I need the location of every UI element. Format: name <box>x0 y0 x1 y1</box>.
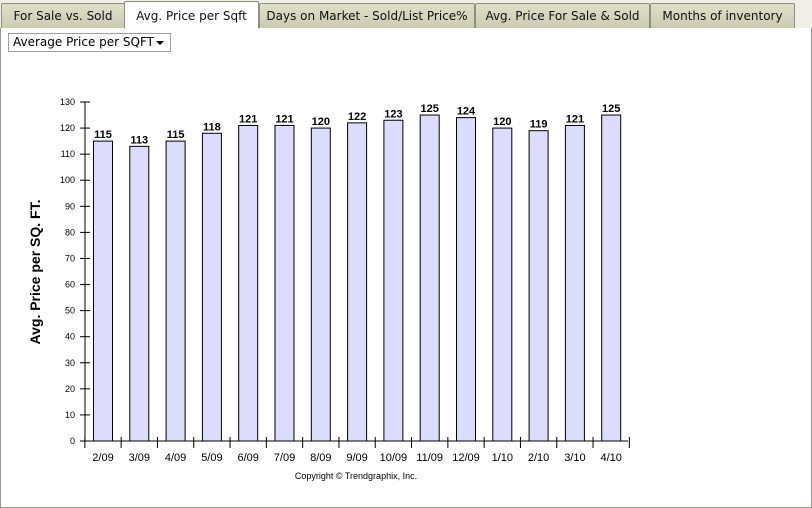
bar-7-09 <box>274 124 295 442</box>
data-label: 118 <box>203 121 221 133</box>
data-label: 113 <box>130 134 148 146</box>
data-label: 123 <box>384 108 402 120</box>
data-label: 121 <box>239 113 257 125</box>
x-tick-label: 4/09 <box>165 452 186 464</box>
y-tick-label: 70 <box>65 253 75 263</box>
y-tick-label: 120 <box>60 123 75 133</box>
x-tick-label: 8/09 <box>310 452 331 464</box>
y-tick-label: 130 <box>60 97 75 107</box>
chart-type-dropdown[interactable]: Average Price per SQFT <box>8 33 171 52</box>
data-label: 121 <box>566 113 584 125</box>
data-label: 122 <box>348 111 366 123</box>
bar-1-10 <box>492 127 513 442</box>
bar-8-09 <box>310 127 331 442</box>
y-tick-label: 90 <box>65 201 75 211</box>
data-label: 121 <box>275 113 293 125</box>
tab-bar: For Sale vs. Sold Avg. Price per Sqft Da… <box>0 0 812 29</box>
y-tick-label: 50 <box>65 306 75 316</box>
data-label: 124 <box>457 106 476 118</box>
bar-4-10 <box>601 114 622 442</box>
y-tick-label: 0 <box>70 436 75 446</box>
data-label: 119 <box>530 119 548 131</box>
bar-3-10 <box>564 124 585 442</box>
x-tick-label: 2/10 <box>528 452 549 464</box>
data-label: 115 <box>94 129 112 141</box>
y-axis-label: Avg. Price per SQ. FT. <box>27 200 43 345</box>
y-tick-label: 30 <box>65 358 75 368</box>
bar-12-09 <box>456 117 476 442</box>
axes-group: 0 10 20 30 40 50 60 70 80 90 100 110 120 130 2/09 3/09 4… <box>60 97 630 464</box>
bar-5-09 <box>201 132 222 442</box>
bar-6-09 <box>238 124 259 442</box>
x-tick-label: 11/09 <box>416 452 443 464</box>
bar-2-09 <box>93 140 113 442</box>
y-tick-label: 100 <box>60 175 75 185</box>
bar-2-10 <box>528 130 549 442</box>
bar-9-09 <box>347 122 368 442</box>
bar-4-09 <box>165 140 186 442</box>
x-tick-label: 1/10 <box>492 452 513 464</box>
x-tick-label: 10/09 <box>380 452 408 464</box>
tab-months-of-inventory[interactable]: Months of inventory <box>650 3 795 28</box>
y-tick-label: 60 <box>65 280 75 290</box>
bar-10-09 <box>383 119 404 442</box>
x-tick-label: 3/10 <box>564 452 585 464</box>
data-label: 125 <box>602 103 620 115</box>
data-label: 125 <box>421 103 439 115</box>
bars-group: 115 113 115 118 121 121 120 122 123 125 124 120 119 1… <box>93 103 622 442</box>
x-tick-label: 3/09 <box>129 452 150 464</box>
copyright-text: Copyright © Trendgraphix, Inc. <box>295 471 417 481</box>
x-tick-label: 2/09 <box>92 452 113 464</box>
x-tick-label: 7/09 <box>274 452 295 464</box>
bar-3-09 <box>129 145 150 442</box>
dropdown-selected-value: Average Price per SQFT <box>13 35 155 49</box>
chevron-down-icon <box>156 41 164 45</box>
tab-avg-price-for-sale-sold[interactable]: Avg. Price For Sale & Sold <box>475 3 650 28</box>
x-tick-label: 5/09 <box>201 452 222 464</box>
data-label: 120 <box>493 116 511 128</box>
y-tick-label: 10 <box>65 410 75 420</box>
y-tick-label: 110 <box>61 149 75 159</box>
x-tick-label: 4/10 <box>600 452 621 464</box>
tab-days-on-market[interactable]: Days on Market - Sold/List Price% <box>259 3 475 28</box>
x-tick-label: 9/09 <box>346 452 367 464</box>
y-tick-label: 20 <box>65 384 75 394</box>
x-tick-label: 12/09 <box>452 452 480 464</box>
tab-for-sale-vs-sold[interactable]: For Sale vs. Sold <box>1 3 125 28</box>
y-tick-label: 40 <box>65 332 75 342</box>
data-label: 115 <box>167 129 185 141</box>
bar-11-09 <box>419 114 440 442</box>
tab-avg-price-per-sqft[interactable]: Avg. Price per Sqft <box>124 1 259 29</box>
x-tick-label: 6/09 <box>237 452 258 464</box>
data-label: 120 <box>312 116 330 128</box>
y-tick-label: 80 <box>65 227 75 237</box>
